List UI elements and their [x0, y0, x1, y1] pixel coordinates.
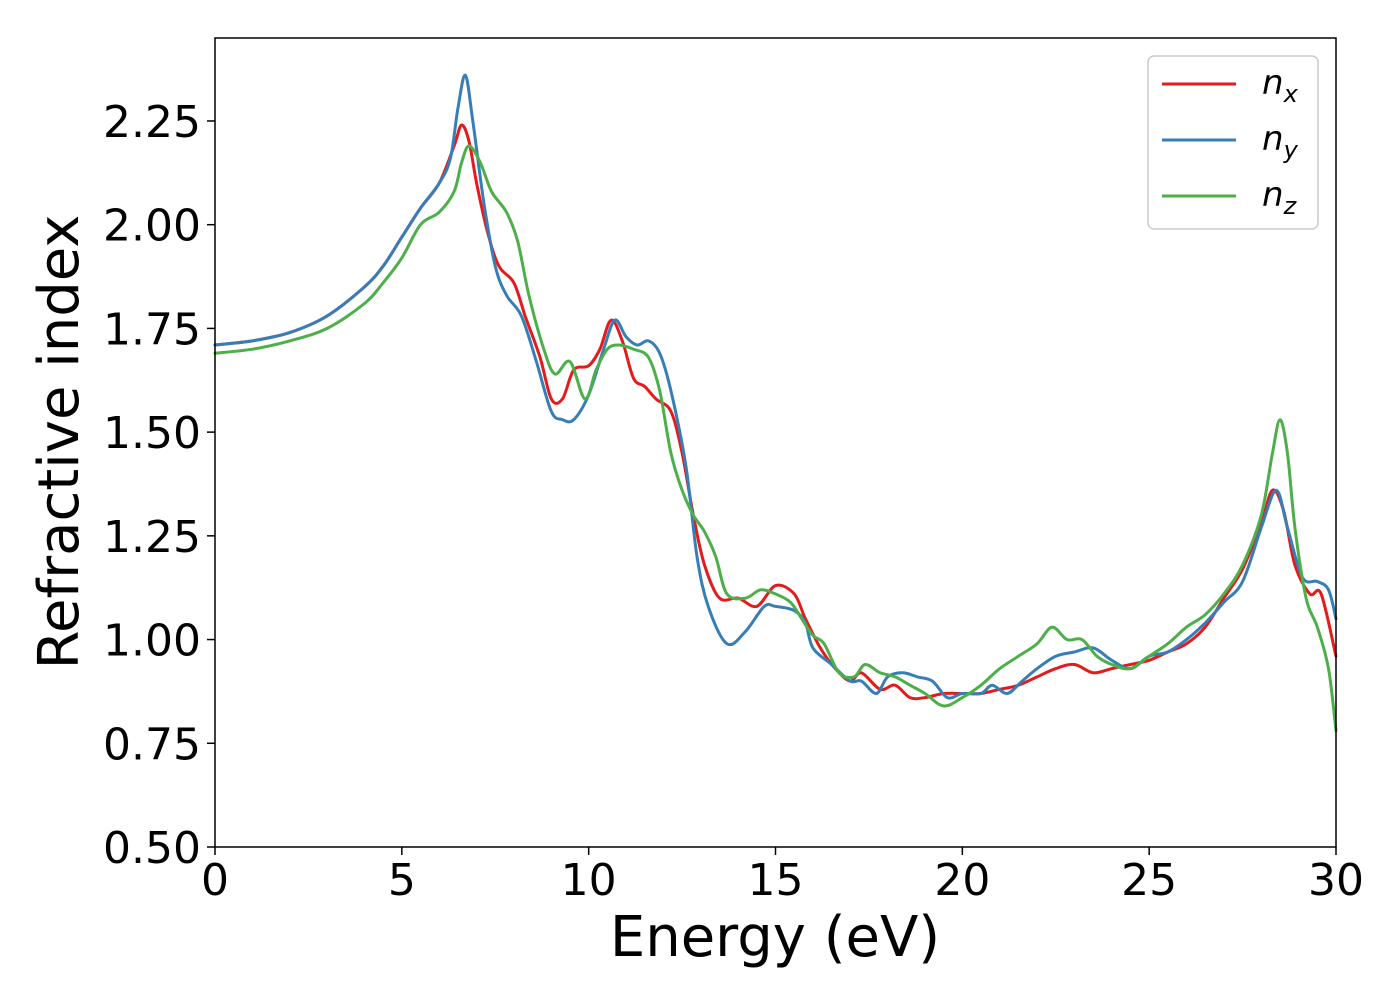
y-axis-ticks: 0.50 0.75 1.00 1.25 1.50 1.75 2.00 2.25	[103, 97, 215, 874]
legend-label-ny: ny	[1262, 119, 1299, 164]
legend-label-base: n	[1262, 175, 1284, 215]
x-tick-label: 5	[388, 855, 416, 906]
y-tick-label: 2.25	[103, 97, 201, 148]
y-tick-label: 1.50	[103, 408, 201, 459]
y-tick-label: 1.25	[103, 512, 201, 563]
y-tick-label: 1.75	[103, 304, 201, 355]
legend-box	[1147, 55, 1319, 230]
x-tick-label: 25	[1121, 855, 1177, 906]
legend-label-nz: nz	[1262, 175, 1298, 220]
legend-label-subscript: z	[1283, 192, 1298, 220]
series-line-nz	[213, 144, 1338, 733]
y-tick-label: 2.00	[103, 201, 201, 252]
x-tick-label: 20	[934, 855, 990, 906]
legend-label-nx: nx	[1262, 63, 1299, 108]
series-line-nx	[213, 123, 1338, 701]
x-tick-label: 10	[561, 855, 617, 906]
y-tick-label: 1.00	[103, 616, 201, 667]
x-tick-label: 15	[748, 855, 804, 906]
x-axis-ticks: 0 5 10 15 20 25 30	[201, 847, 1364, 906]
legend-label-subscript: y	[1283, 136, 1299, 164]
y-axis-title: Refractive index	[27, 215, 92, 670]
x-tick-label: 0	[201, 855, 229, 906]
x-axis-title: Energy (eV)	[610, 905, 940, 970]
legend-label-base: n	[1262, 63, 1284, 103]
x-tick-label: 30	[1308, 855, 1364, 906]
y-tick-label: 0.50	[103, 823, 201, 874]
y-tick-label: 0.75	[103, 719, 201, 770]
series-layer	[213, 73, 1338, 733]
legend-label-subscript: x	[1283, 80, 1299, 108]
legend-label-base: n	[1262, 119, 1284, 159]
